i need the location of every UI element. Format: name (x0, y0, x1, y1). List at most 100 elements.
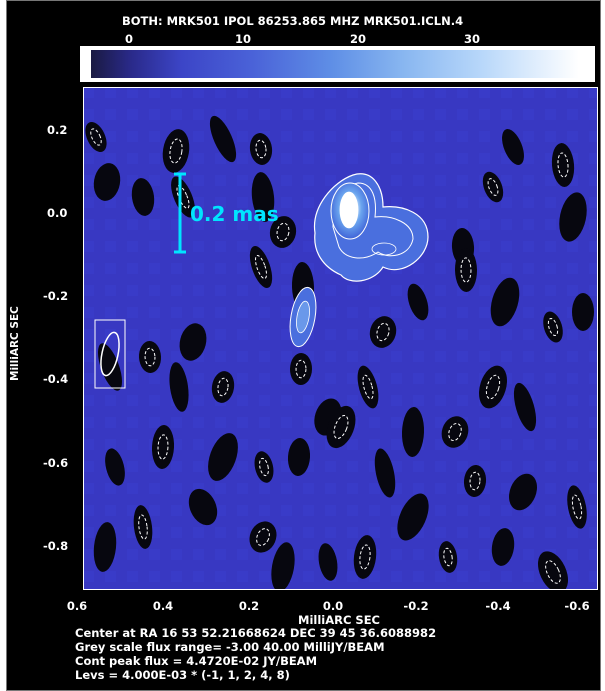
negative-contour (460, 257, 472, 283)
y-axis-label: MilliARC SEC (9, 306, 21, 381)
negative-flux-patch (513, 382, 537, 432)
colorbar-tick: 20 (349, 32, 367, 46)
negative-flux-patch (407, 283, 429, 321)
negative-contour (545, 560, 561, 584)
negative-contour (259, 457, 269, 477)
y-tick: -0.6 (43, 456, 69, 470)
negative-flux-patch (357, 365, 379, 409)
negative-contour (443, 547, 453, 567)
negative-flux-patch (318, 543, 338, 581)
negative-flux-patch (490, 277, 520, 327)
image-frame: BOTH: MRK501 IPOL 86253.865 MHZ MRK501.I… (6, 0, 601, 691)
negative-flux-patch (369, 316, 397, 348)
negative-flux-patch (502, 129, 524, 165)
negative-contour (255, 254, 267, 280)
center-coordinates: Center at RA 16 53 52.21668624 DEC 39 45… (75, 626, 437, 640)
negative-contour (217, 377, 229, 397)
beam-box (94, 319, 126, 389)
x-tick: 0.0 (322, 599, 344, 613)
negative-flux-patch (85, 122, 107, 152)
map-svg: 0.2 mas (83, 87, 598, 590)
negative-flux-patch (441, 416, 469, 448)
y-tick: -0.8 (43, 539, 69, 553)
y-tick: -0.4 (43, 372, 69, 386)
colorbar-tick: 30 (463, 32, 481, 46)
negative-contour (333, 415, 349, 439)
negative-contour (295, 359, 307, 379)
secondary-source (289, 286, 317, 348)
negative-flux-patch (551, 143, 575, 187)
negative-flux-patch (251, 172, 275, 222)
negative-flux-patch (543, 311, 563, 343)
negative-flux-patch (463, 465, 487, 497)
negative-flux-patch (326, 405, 356, 449)
negative-contour (256, 528, 270, 546)
x-tick: 0.6 (66, 599, 88, 613)
negative-contour (487, 178, 499, 196)
negative-flux-patch (482, 171, 504, 203)
radio-map: 0.2 mas (83, 87, 598, 590)
negative-flux-patch (401, 407, 425, 457)
negative-flux-patch (209, 115, 237, 163)
negative-flux-patch (491, 528, 515, 566)
negative-flux-patch (105, 448, 125, 486)
negative-flux-patch (97, 343, 123, 391)
negative-contour (276, 222, 290, 242)
peak-flux: Cont peak flux = 4.4720E-02 JY/BEAM (75, 654, 318, 668)
negative-flux-patch (188, 488, 218, 526)
plot-border (83, 87, 598, 590)
negative-contour (362, 374, 374, 400)
negative-flux-patch (572, 293, 594, 331)
negative-flux-patch (289, 353, 313, 385)
negative-flux-patch (169, 362, 189, 412)
y-tick: 0.0 (47, 206, 68, 220)
negative-flux-patch (93, 522, 117, 572)
negative-contour (557, 152, 569, 178)
grey-scale-range: Grey scale flux range= -3.00 40.00 Milli… (75, 640, 385, 654)
negative-flux-patch (249, 133, 273, 165)
negative-flux-patch (438, 541, 458, 573)
negative-flux-patch (254, 451, 274, 483)
y-tick: 0.2 (47, 123, 68, 137)
negative-flux-patch (353, 535, 377, 579)
negative-contour (485, 374, 501, 400)
colorbar-tick: 0 (124, 32, 134, 46)
negative-contour (144, 347, 156, 367)
negative-flux-patch (567, 485, 587, 529)
negative-flux-patch (559, 192, 587, 242)
negative-contour (547, 318, 559, 336)
x-tick: -0.2 (403, 599, 429, 613)
negative-flux-patch (397, 493, 429, 541)
negative-flux-patch (208, 433, 238, 481)
negative-contour (469, 471, 481, 491)
noise-blobs (85, 115, 594, 590)
negative-flux-patch (271, 542, 295, 590)
negative-flux-patch (162, 129, 190, 173)
negative-flux-patch (479, 365, 507, 409)
negative-flux-patch (537, 551, 569, 590)
scale-bar: 0.2 mas (174, 172, 279, 254)
x-tick: 0.2 (238, 599, 260, 613)
negative-flux-patch (454, 248, 478, 292)
negative-flux-patch (131, 178, 155, 216)
x-tick: 0.4 (152, 599, 174, 613)
negative-flux-patch (133, 505, 153, 549)
negative-contour (157, 434, 169, 460)
negative-flux-patch (211, 371, 235, 403)
contour-levels: Levs = 4.000E-03 * (-1, 1, 2, 4, 8) (75, 668, 290, 682)
scale-bar-label: 0.2 mas (190, 202, 279, 226)
negative-flux-patch (374, 448, 396, 498)
negative-flux-patch (93, 163, 121, 201)
negative-contour (169, 138, 183, 164)
negative-flux-patch (151, 425, 175, 469)
negative-flux-patch (249, 245, 273, 289)
colorbar-tick: 10 (234, 32, 252, 46)
negative-contour (255, 139, 267, 159)
negative-flux-patch (509, 473, 537, 511)
negative-flux-patch (269, 216, 297, 248)
main-source (313, 173, 429, 282)
negative-flux-patch (138, 341, 162, 373)
x-tick: -0.6 (564, 599, 590, 613)
colorbar (91, 50, 594, 78)
negative-contour (448, 422, 462, 442)
